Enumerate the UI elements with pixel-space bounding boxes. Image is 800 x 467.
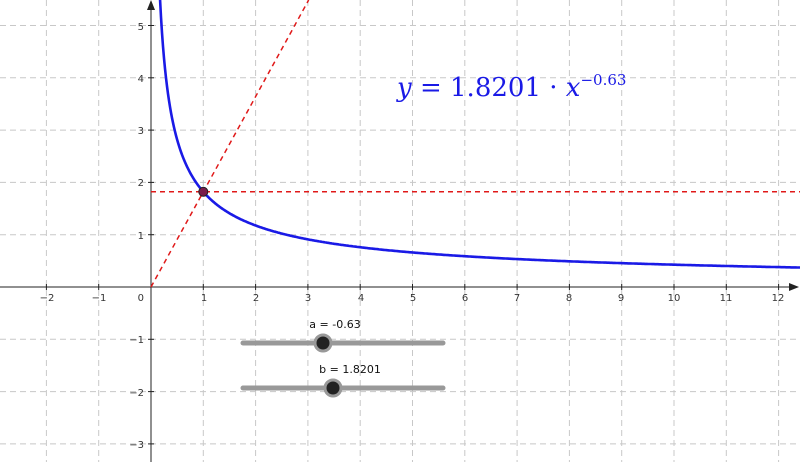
axis-ticks	[45, 25, 780, 445]
intersection-point[interactable]	[198, 186, 209, 197]
x-axis-arrow	[789, 283, 799, 291]
x-tick-label: 12	[772, 293, 785, 304]
slider-a[interactable]: a = -0.63	[240, 318, 446, 353]
x-tick-label: 1	[201, 293, 207, 304]
formula-lhs: y	[396, 73, 412, 103]
slider-a-handle[interactable]	[313, 333, 333, 353]
x-tick-label: 10	[668, 293, 681, 304]
y-tick-label: −2	[129, 388, 144, 399]
slider-a-label: a = -0.63	[309, 318, 360, 331]
formula-exponent: −0.63	[580, 71, 626, 89]
y-tick-label: 2	[138, 178, 144, 189]
y-tick-label: 3	[138, 126, 144, 137]
slider-b-handle[interactable]	[323, 378, 343, 398]
y-tick-label: 4	[138, 74, 144, 85]
x-tick-label: 4	[358, 293, 364, 304]
y-tick-label: −3	[129, 440, 144, 451]
formula-variable: x	[566, 73, 581, 103]
power-function-curve[interactable]	[158, 0, 800, 269]
x-tick-label: 11	[720, 293, 733, 304]
x-tick-label: 8	[566, 293, 572, 304]
axis-tick-labels: −2 −1 0 1 2 3 4 5 6 7 8 9 10 11 12 −3 −2…	[40, 22, 785, 451]
x-tick-label: 6	[462, 293, 468, 304]
x-tick-label: −1	[92, 293, 107, 304]
slider-b[interactable]: b = 1.8201	[240, 363, 446, 398]
slider-b-label: b = 1.8201	[319, 363, 381, 376]
x-tick-label: 7	[514, 293, 520, 304]
y-tick-label: −1	[129, 335, 144, 346]
diagonal-guide-line[interactable]	[150, 0, 310, 288]
x-tick-label: 2	[253, 293, 259, 304]
x-tick-label: 0	[138, 293, 144, 304]
y-tick-label: 5	[138, 22, 144, 33]
formula-coefficient: = 1.8201 ·	[412, 73, 566, 103]
function-formula[interactable]: y = 1.8201 · x−0.63	[396, 71, 626, 103]
y-axis-arrow	[147, 0, 155, 10]
y-tick-label: 1	[138, 231, 144, 242]
x-tick-label: 3	[305, 293, 311, 304]
x-tick-label: 9	[618, 293, 624, 304]
x-tick-label: −2	[40, 293, 55, 304]
x-tick-label: 5	[410, 293, 416, 304]
